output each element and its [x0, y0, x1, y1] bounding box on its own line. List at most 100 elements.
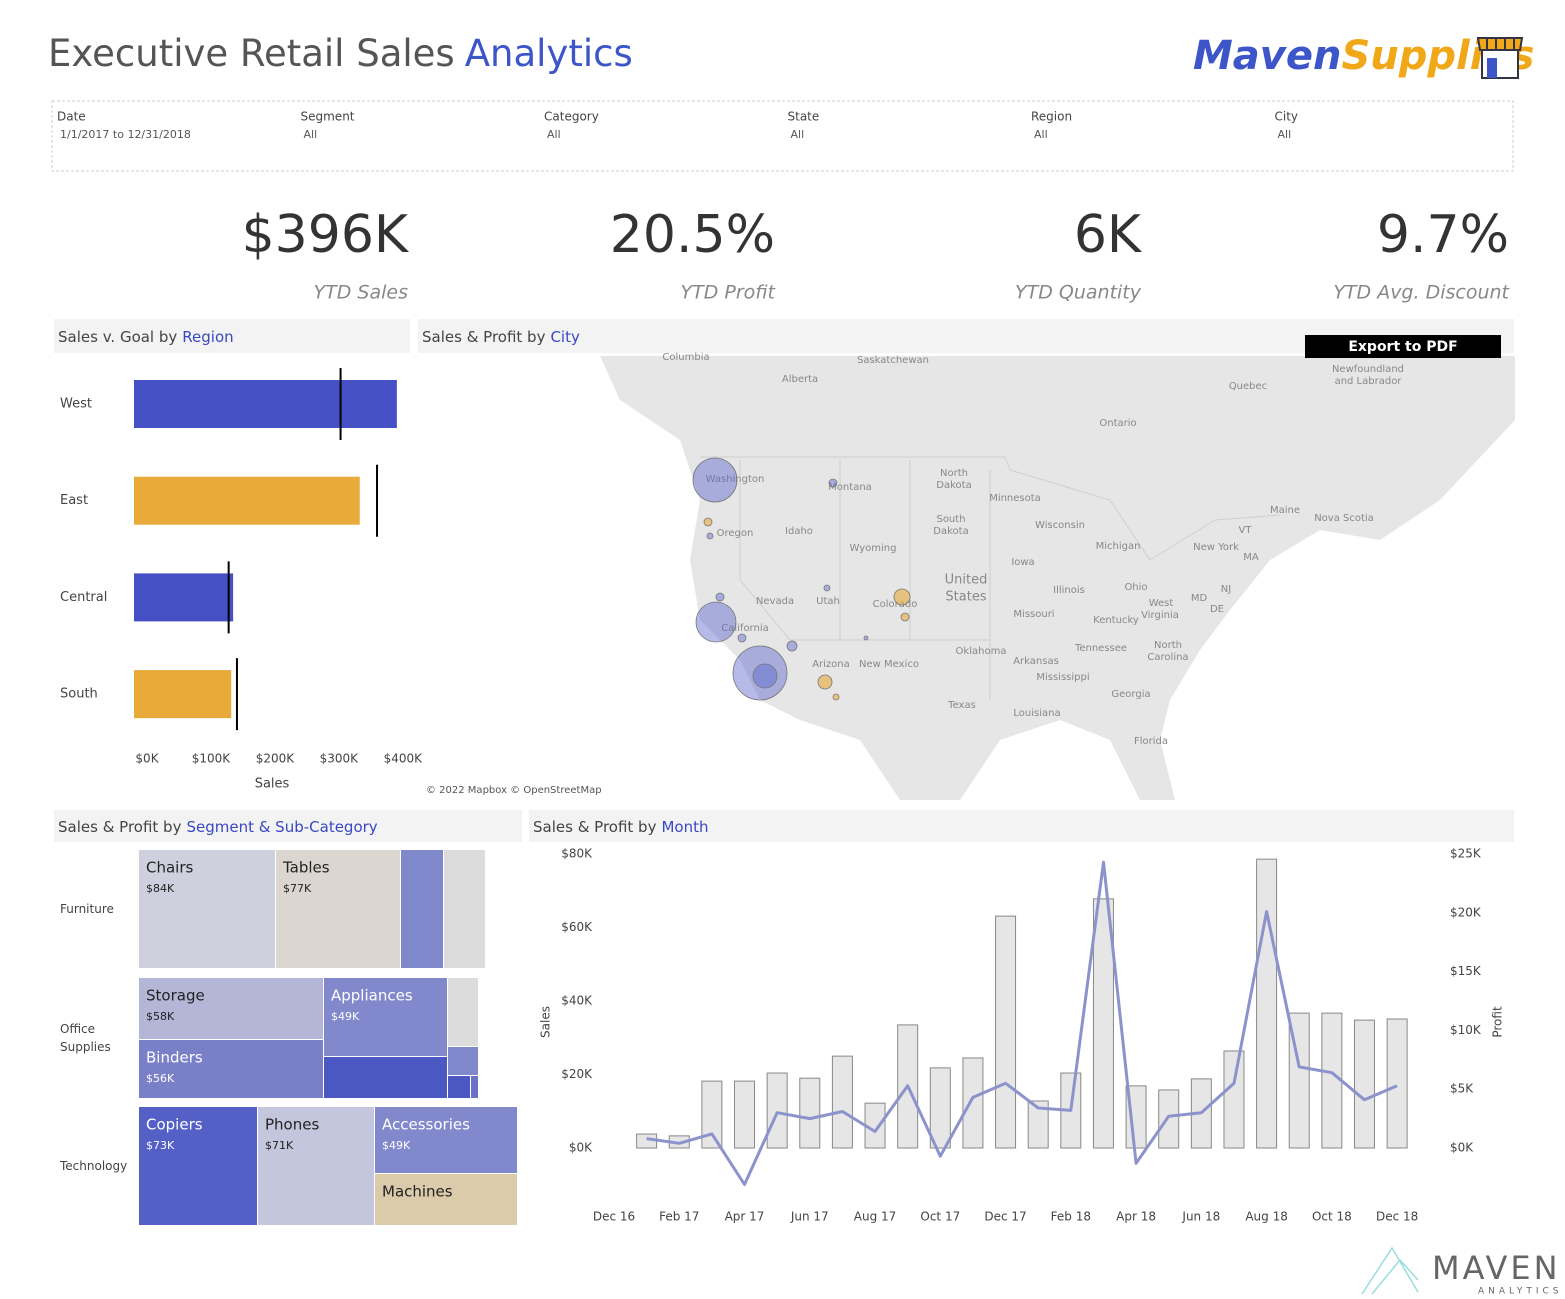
category-label: West: [60, 397, 92, 412]
logo-left: Maven: [1193, 33, 1341, 79]
x-tick-label: Oct 17: [920, 1210, 960, 1224]
footer-brand: MAVEN: [1432, 1249, 1561, 1287]
segment-label: Furniture: [60, 902, 114, 916]
panel-title-highlight: Month: [661, 818, 708, 836]
filter-box: [51, 100, 1514, 172]
filter-label: Category: [544, 110, 599, 124]
tile-name: Storage: [146, 987, 205, 1005]
y-tick-label: $20K: [561, 1067, 593, 1081]
city-bubble: [817, 674, 833, 690]
map-label: United: [945, 573, 988, 588]
x-tick-label: Apr 17: [725, 1210, 765, 1224]
tile-name: Copiers: [146, 1116, 203, 1134]
x-tick-label: $400K: [384, 752, 424, 766]
treemap-tile: [444, 850, 485, 968]
map-label: Florida: [1134, 736, 1168, 747]
map-label: New York: [1193, 542, 1239, 553]
map-label: Michigan: [1096, 541, 1141, 552]
tile-name: Tables: [282, 859, 330, 877]
x-tick-label: Aug 17: [854, 1210, 897, 1224]
map-label: Arkansas: [1013, 656, 1059, 667]
panel-header: [54, 319, 410, 353]
panel-title-highlight: Region: [182, 328, 233, 346]
y2-tick-label: $25K: [1450, 847, 1482, 861]
map-label: and Labrador: [1335, 376, 1403, 387]
city-bubble: [692, 457, 738, 503]
map-label: Oklahoma: [956, 646, 1007, 657]
bar: [1125, 1085, 1147, 1149]
y-tick-label: $0K: [569, 1141, 593, 1155]
export-label[interactable]: Export to PDF: [1348, 339, 1457, 355]
y-axis-title: Sales: [539, 1006, 553, 1038]
city-bubble: [752, 663, 778, 689]
panel-title: Sales & Profit by Month: [533, 818, 708, 836]
tile-value: $56K: [146, 1072, 175, 1085]
filter-label: City: [1275, 110, 1299, 124]
panel-title-text: Sales & Profit by: [533, 818, 657, 836]
treemap-tile: [324, 978, 447, 1056]
bar: [134, 380, 397, 428]
export-button[interactable]: [1305, 335, 1501, 358]
y2-tick-label: $10K: [1450, 1023, 1482, 1037]
city-bubble: [823, 584, 831, 592]
y2-tick-label: $15K: [1450, 964, 1482, 978]
treemap-tile: [139, 1040, 323, 1098]
bar: [1256, 858, 1278, 1149]
city-bubble: [703, 517, 713, 527]
segment-label: Office Supplies: [60, 1022, 111, 1054]
map-label: Virginia: [1141, 610, 1179, 621]
x-tick-label: Apr 18: [1116, 1210, 1156, 1224]
treemap-tile: [375, 1107, 517, 1173]
bar: [134, 670, 232, 719]
bar: [929, 1067, 951, 1149]
map-label: South: [936, 514, 965, 525]
city-bubble: [695, 601, 737, 643]
map-label: Mississippi: [1036, 672, 1089, 683]
y2-axis-title: Profit: [1491, 1006, 1505, 1038]
treemap-tile: [375, 1174, 517, 1225]
tile-value: $58K: [146, 1010, 175, 1023]
borders: [700, 456, 1281, 700]
bar: [1027, 1100, 1049, 1149]
panel-title-text: Sales & Profit by: [58, 818, 182, 836]
title-text: Executive Retail Sales: [48, 32, 455, 75]
category-label: East: [60, 493, 88, 508]
bar: [1386, 1018, 1408, 1149]
map-label: Tennessee: [1074, 643, 1127, 654]
map-label: Georgia: [1111, 689, 1150, 700]
map-label: Wyoming: [850, 543, 897, 554]
maven-analytics-logo: MAVEN ANALYTICS: [1361, 1246, 1563, 1297]
kpi-value: 20.5%: [610, 205, 775, 265]
x-tick-label: Jun 18: [1181, 1210, 1220, 1224]
panel-title-highlight: City: [550, 328, 580, 346]
x-tick-label: Feb 18: [1051, 1210, 1091, 1224]
filter-label: Date: [57, 110, 86, 124]
treemap-tile: [401, 850, 443, 968]
tile-value: $73K: [146, 1139, 175, 1152]
page-title: Executive Retail Sales Analytics: [48, 32, 633, 75]
map-label: States: [945, 590, 986, 605]
segment-label: Technology: [60, 1159, 128, 1173]
filter-value: 1/1/2017 to 12/31/2018: [60, 128, 191, 141]
bar: [1321, 1012, 1343, 1149]
tile-value: $49K: [331, 1010, 360, 1023]
filter-value: All: [1278, 128, 1292, 141]
tile-name: Machines: [382, 1183, 453, 1201]
map-label: West: [1149, 598, 1174, 609]
filter-value: All: [791, 128, 805, 141]
panel-title: Sales & Profit by City: [422, 328, 580, 346]
map-label: Missouri: [1013, 609, 1054, 620]
profit-line: [646, 860, 1398, 1186]
tile-value: $84K: [146, 882, 175, 895]
footer-tagline: ANALYTICS: [1478, 1287, 1563, 1297]
map-label: Quebec: [1229, 381, 1267, 392]
map-label: Ohio: [1124, 582, 1147, 593]
treemap-tile: [448, 1076, 470, 1098]
map-label: Wisconsin: [1035, 520, 1085, 531]
y-tick-label: $60K: [561, 920, 593, 934]
map-label: Texas: [947, 700, 976, 711]
panel-title-text: Sales & Profit by: [422, 328, 546, 346]
kpi-label: YTD Sales: [314, 282, 409, 304]
x-axis-title: Sales: [255, 777, 290, 792]
